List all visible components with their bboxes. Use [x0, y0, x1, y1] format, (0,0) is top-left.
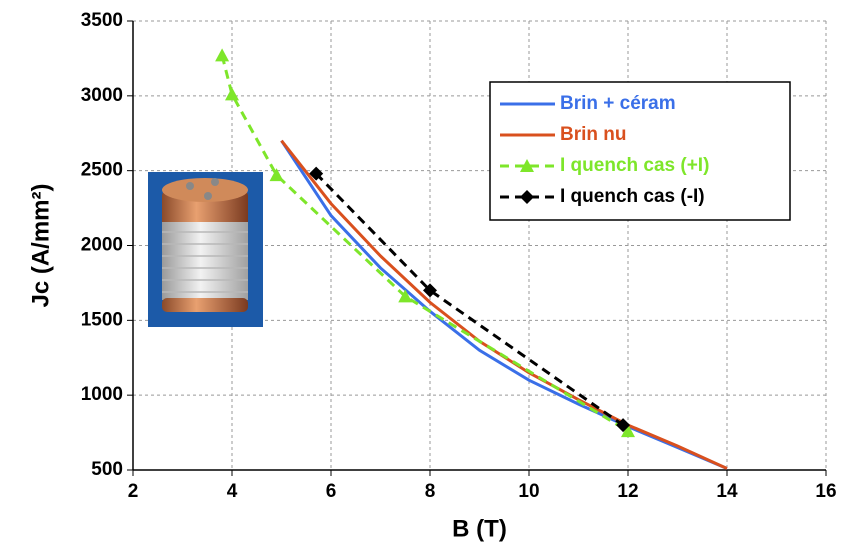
legend-label: Brin + céram: [560, 93, 676, 114]
x-tick-label: 8: [425, 481, 436, 502]
legend-marker: [520, 159, 534, 172]
x-tick-label: 2: [128, 481, 139, 502]
point: [621, 424, 635, 438]
y-tick-label: 3500: [81, 10, 123, 31]
legend-label: Brin nu: [560, 124, 627, 145]
y-tick-label: 1000: [81, 384, 123, 405]
y-tick-label: 500: [91, 459, 123, 480]
legend-label: I quench cas (+I): [560, 155, 709, 176]
y-tick-label: 3000: [81, 85, 123, 106]
x-tick-label: 6: [326, 481, 337, 502]
point: [423, 283, 437, 298]
x-tick-label: 16: [815, 481, 836, 502]
y-tick-label: 1500: [81, 309, 123, 330]
point: [398, 289, 413, 303]
y-axis-label: Jc (A/mm²): [27, 183, 54, 307]
x-tick-label: 4: [227, 481, 238, 502]
y-tick-label: 2000: [81, 235, 123, 256]
legend-label: I quench cas (-I): [560, 186, 705, 207]
y-tick-label: 2500: [81, 160, 123, 181]
legend-marker: [520, 190, 534, 204]
series-line: [220, 55, 629, 433]
x-tick-label: 14: [716, 481, 738, 502]
point: [225, 87, 239, 101]
point: [269, 168, 284, 182]
series-line: [315, 172, 624, 427]
x-tick-label: 12: [617, 481, 638, 502]
legend: Brin + céram Brin nu I quench cas (+I) I qu…: [489, 81, 791, 221]
point: [616, 418, 631, 433]
x-tick-label: 10: [518, 481, 539, 502]
point: [215, 48, 230, 62]
point: [309, 166, 324, 181]
coil-photo: [148, 172, 263, 327]
x-axis-label: B (T): [452, 515, 507, 542]
